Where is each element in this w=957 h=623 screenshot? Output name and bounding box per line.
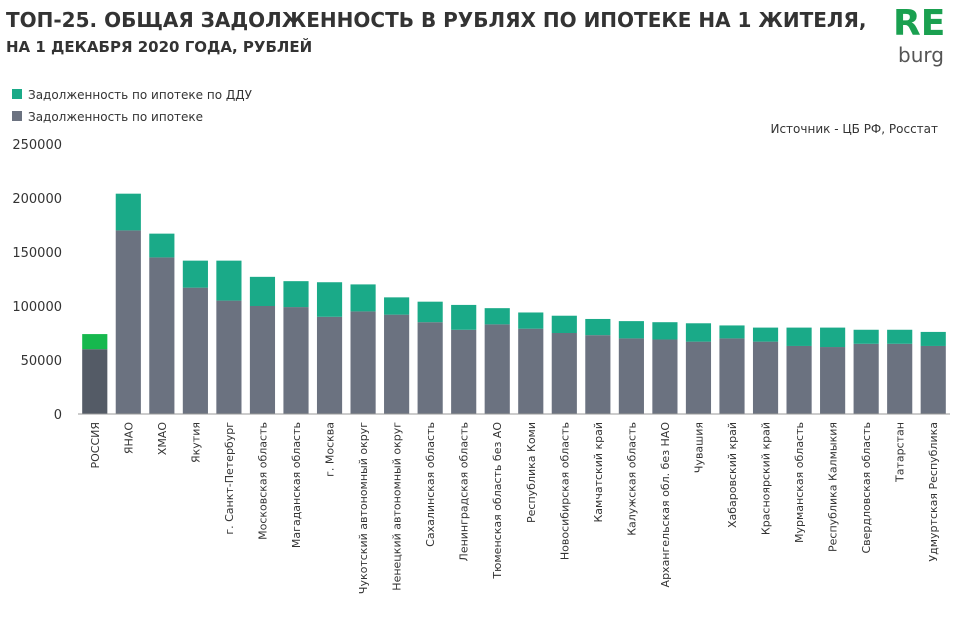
x-tick-label: Новосибирская область <box>558 422 571 560</box>
x-tick-label: ЯНАО <box>122 422 135 454</box>
bar-segment <box>853 343 879 414</box>
bar-segment <box>249 276 276 306</box>
bar-segment <box>887 343 913 414</box>
bar-segment <box>920 331 946 346</box>
bar-segment <box>350 284 376 312</box>
bar-segment <box>115 230 141 414</box>
bar-segment <box>115 193 141 231</box>
bar-segment <box>585 318 611 336</box>
x-tick-label: Калужская область <box>625 422 638 536</box>
legend-swatch <box>12 111 22 121</box>
x-tick-label: г. Москва <box>324 422 337 477</box>
y-tick-label: 250000 <box>12 138 62 153</box>
bar-segment <box>719 338 745 414</box>
x-tick-label: Свердловская область <box>860 422 873 554</box>
bar-segment <box>551 315 577 333</box>
bar-segment <box>417 322 443 414</box>
x-tick-label: Камчатский край <box>592 422 605 523</box>
bar-segment <box>820 327 846 348</box>
bar-segment <box>618 321 644 339</box>
bar-segment <box>451 304 477 330</box>
chart-subtitle: НА 1 ДЕКАБРЯ 2020 ГОДА, РУБЛЕЙ <box>6 37 312 56</box>
bar-segment <box>384 297 410 315</box>
bar-segment <box>417 301 443 323</box>
y-tick-label: 200000 <box>12 192 62 207</box>
bar-segment <box>216 300 242 414</box>
bar-segment <box>752 341 779 414</box>
bar-segment <box>820 347 846 414</box>
bar-segment <box>316 282 343 317</box>
bar-segment <box>920 345 946 414</box>
x-tick-label: г. Санкт-Петербург <box>223 422 236 535</box>
source: Источник - ЦБ РФ, Росстат <box>770 122 938 136</box>
bar-segment <box>316 316 343 414</box>
bar-segment <box>719 325 745 339</box>
x-tick-label: Чувашия <box>692 422 705 473</box>
x-tick-label: Татарстан <box>894 422 907 483</box>
y-tick-label: 150000 <box>12 246 62 261</box>
bar-segment <box>752 327 779 342</box>
legend-label: Задолженность по ипотеке <box>28 110 203 124</box>
x-tick-label: Ленинградская область <box>458 422 471 561</box>
bar-segment <box>182 260 208 288</box>
x-tick-label: Тюменская область без АО <box>491 422 504 580</box>
bar-segment <box>82 334 108 350</box>
x-tick-label: Ненецкий автономный округ <box>391 422 404 591</box>
bar-segment <box>585 335 611 414</box>
bar-segment <box>786 345 812 414</box>
bar-segment <box>652 322 678 340</box>
bar-segment <box>451 329 477 414</box>
x-tick-label: ХМАО <box>156 422 169 456</box>
x-tick-label: Магаданская область <box>290 422 303 548</box>
x-tick-label: Республика Коми <box>525 422 538 523</box>
bar-segment <box>786 327 812 346</box>
logo: burg <box>898 43 944 67</box>
bar-segment <box>149 233 175 258</box>
bar-segment <box>384 314 410 414</box>
bar-segment <box>82 349 108 414</box>
chart-title: ТОП-25. ОБЩАЯ ЗАДОЛЖЕННОСТЬ В РУБЛЯХ ПО … <box>6 8 867 32</box>
legend-label: Задолженность по ипотеке по ДДУ <box>28 88 253 102</box>
bar-segment <box>652 339 678 414</box>
bar-segment <box>484 324 510 414</box>
bar-segment <box>216 260 242 301</box>
x-tick-label: Якутия <box>189 422 202 463</box>
x-tick-label: Чукотский автономный округ <box>357 422 370 594</box>
x-tick-label: Сахалинская область <box>424 422 437 547</box>
x-tick-label: Удмуртская Республика <box>927 422 940 562</box>
legend-swatch <box>12 89 22 99</box>
y-tick-label: 100000 <box>12 300 62 315</box>
bar-segment <box>149 257 175 414</box>
x-tick-label: Республика Калмыкия <box>827 422 840 552</box>
bar-segment <box>551 333 577 414</box>
bar-segment <box>685 341 712 414</box>
x-tick-label: Архангельская обл. без НАО <box>659 422 672 588</box>
bar-segment <box>249 306 276 414</box>
bar-segment <box>853 329 879 344</box>
bar-segment <box>283 307 309 414</box>
bar-segment <box>484 308 510 325</box>
bar-segment <box>350 311 376 414</box>
y-tick-label: 50000 <box>21 354 62 369</box>
bar-segment <box>518 328 544 414</box>
x-tick-label: РОССИЯ <box>89 422 102 469</box>
bar-segment <box>618 338 644 414</box>
x-tick-label: Хабаровский край <box>726 422 739 528</box>
bar-segment <box>283 281 309 308</box>
bar-segment <box>685 323 712 342</box>
x-tick-label: Московская область <box>256 422 269 540</box>
bar-segment <box>182 287 208 414</box>
x-tick-label: Красноярский край <box>760 422 773 535</box>
x-tick-label: Мурманская область <box>793 422 806 543</box>
y-tick-label: 0 <box>54 408 62 423</box>
bar-segment <box>887 329 913 344</box>
logo: RE <box>893 3 945 44</box>
bar-segment <box>518 312 544 329</box>
